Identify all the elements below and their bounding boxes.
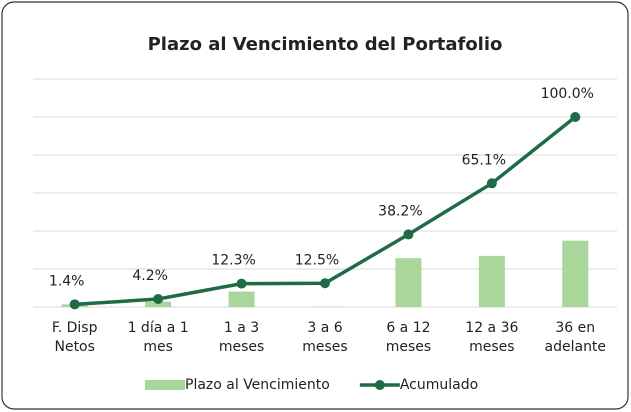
x-tick-label-line: 1 día a 1 bbox=[128, 320, 189, 336]
x-tick-label-line: 12 a 36 bbox=[465, 320, 518, 336]
legend-marker bbox=[374, 380, 385, 390]
x-tick-label-line: mes bbox=[143, 339, 173, 355]
x-tick-label-line: 1 a 3 bbox=[224, 320, 259, 336]
bar bbox=[145, 301, 172, 307]
marker bbox=[153, 294, 164, 305]
marker bbox=[403, 229, 414, 240]
x-tick-label-line: 3 a 6 bbox=[307, 320, 342, 336]
x-tick-label: F. Disp Netos bbox=[52, 320, 98, 355]
legend-label: Plazo al Vencimiento bbox=[185, 377, 330, 393]
bar bbox=[228, 291, 255, 307]
marker bbox=[570, 112, 581, 122]
x-tick-label-line: meses bbox=[302, 339, 347, 355]
x-tick-label: 12 a 36 meses bbox=[465, 320, 518, 355]
x-tick-label: 6 a 12 meses bbox=[386, 320, 431, 355]
data-label: 65.1% bbox=[462, 152, 506, 168]
x-tick-label-line: F. Disp bbox=[52, 320, 98, 336]
data-label: 4.2% bbox=[132, 268, 168, 284]
data-label: 12.5% bbox=[295, 252, 339, 268]
data-label: 1.4% bbox=[49, 273, 85, 289]
x-tick-label: 1 a 3 meses bbox=[219, 320, 264, 355]
chart-title: Plazo al Vencimiento del Portafolio bbox=[148, 34, 503, 55]
marker bbox=[69, 299, 80, 310]
x-tick-label: 1 día a 1 mes bbox=[128, 320, 189, 355]
x-tick-label-line: adelante bbox=[545, 339, 607, 355]
x-tick-label-line: 6 a 12 bbox=[386, 320, 430, 336]
bar bbox=[562, 240, 589, 307]
x-tick-label-line: meses bbox=[469, 339, 514, 355]
bar bbox=[395, 258, 422, 307]
marker bbox=[320, 278, 330, 289]
x-tick-label: 3 a 6 meses bbox=[302, 320, 347, 355]
bar bbox=[478, 255, 505, 307]
marker bbox=[486, 178, 497, 189]
x-tick-label: 36 en adelante bbox=[545, 320, 607, 355]
data-label: 100.0% bbox=[541, 86, 594, 102]
data-label: 38.2% bbox=[378, 203, 422, 219]
legend-swatch bbox=[145, 380, 185, 390]
x-tick-label-line: meses bbox=[386, 339, 431, 355]
data-label: 12.3% bbox=[211, 253, 255, 269]
legend-label: Acumulado bbox=[400, 377, 478, 393]
x-tick-label-line: meses bbox=[219, 339, 264, 355]
x-tick-label-line: 36 en bbox=[555, 320, 595, 336]
marker bbox=[236, 278, 247, 289]
x-tick-label-line: Netos bbox=[54, 339, 94, 355]
